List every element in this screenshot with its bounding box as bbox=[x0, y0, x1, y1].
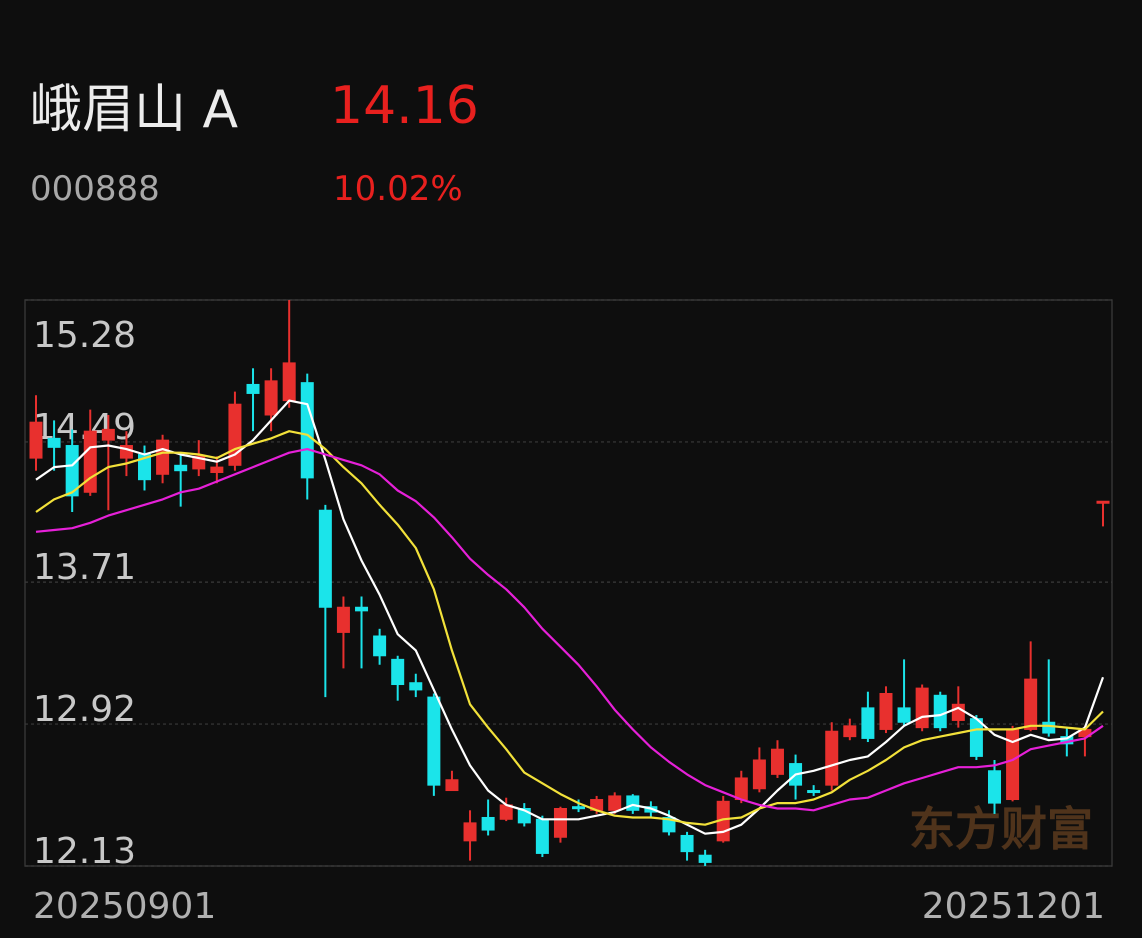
candle-body bbox=[391, 658, 405, 686]
candle-body bbox=[336, 606, 350, 633]
candle-body bbox=[463, 822, 477, 842]
candle-body bbox=[662, 816, 676, 833]
y-tick-label: 12.13 bbox=[33, 831, 136, 872]
candle-body bbox=[680, 834, 694, 853]
candle-body bbox=[29, 421, 43, 459]
candle-body bbox=[300, 382, 314, 479]
y-tick-label: 12.92 bbox=[33, 689, 136, 730]
candle-body bbox=[445, 779, 459, 792]
candle-body bbox=[282, 362, 296, 402]
candle-body bbox=[246, 383, 260, 394]
candle-body bbox=[355, 606, 369, 612]
price-change: 10.02% bbox=[333, 169, 463, 209]
candle-body bbox=[535, 818, 549, 854]
candle-body bbox=[969, 718, 983, 757]
candle-body bbox=[987, 770, 1001, 804]
candle-body bbox=[752, 759, 766, 790]
candle-body bbox=[879, 693, 893, 730]
candle-body bbox=[698, 854, 712, 863]
candle-body bbox=[825, 730, 839, 786]
plot-frame bbox=[24, 299, 1113, 867]
candle-body bbox=[1042, 721, 1056, 734]
x-tick-label: 20250901 bbox=[33, 886, 216, 927]
candle-body bbox=[734, 777, 748, 801]
candle-body bbox=[553, 808, 567, 838]
candle-body bbox=[770, 748, 784, 775]
moving-average-line bbox=[35, 399, 1105, 835]
candle-body bbox=[427, 696, 441, 786]
x-tick-label: 20251201 bbox=[922, 886, 1105, 927]
stock-code: 000888 bbox=[30, 169, 160, 209]
candle-body bbox=[572, 806, 586, 810]
candle-body bbox=[1096, 500, 1110, 504]
candle-body bbox=[843, 725, 857, 738]
candle-body bbox=[174, 464, 188, 472]
candle-body bbox=[373, 635, 387, 657]
candle-body bbox=[65, 445, 79, 497]
candle-body bbox=[318, 509, 332, 608]
candle-body bbox=[1024, 678, 1038, 730]
candle-body bbox=[156, 439, 170, 475]
y-tick-label: 15.28 bbox=[33, 315, 136, 356]
stock-name: 峨眉山 A bbox=[30, 80, 239, 140]
stock-price: 14.16 bbox=[330, 76, 479, 136]
candle-body bbox=[409, 682, 423, 691]
moving-average-line bbox=[35, 448, 1104, 812]
candle-body bbox=[481, 816, 495, 831]
candle-body bbox=[210, 466, 224, 473]
candle-body bbox=[933, 694, 947, 729]
candle-body bbox=[861, 707, 875, 739]
candle-body bbox=[915, 687, 929, 729]
candle-body bbox=[897, 707, 911, 723]
candle-body bbox=[264, 380, 278, 416]
candle-body bbox=[101, 428, 115, 441]
candle-body bbox=[83, 430, 97, 493]
candle-body bbox=[951, 703, 965, 721]
candle-body bbox=[608, 795, 622, 811]
candle-body bbox=[807, 790, 821, 794]
y-tick-label: 13.71 bbox=[33, 547, 136, 588]
watermark: 东方财富 bbox=[909, 802, 1093, 856]
candle-body bbox=[47, 437, 61, 448]
candle-body bbox=[626, 795, 640, 811]
moving-average-line bbox=[35, 430, 1104, 826]
